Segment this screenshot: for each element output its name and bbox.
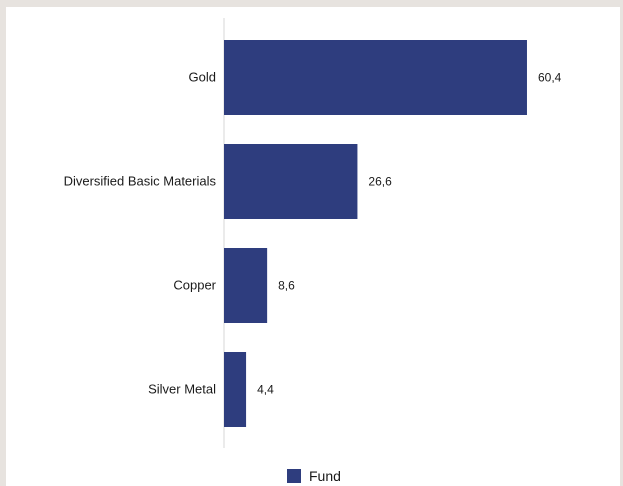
bar-silver-metal — [224, 352, 247, 427]
category-label: Diversified Basic Materials — [64, 174, 217, 189]
legend-swatch-fund — [287, 469, 301, 483]
bar-diversified-basic-materials — [224, 144, 358, 219]
legend: Fund — [287, 468, 341, 484]
bar-copper — [224, 248, 268, 323]
category-label: Gold — [189, 70, 216, 85]
category-label: Copper — [173, 278, 216, 293]
legend-label-fund: Fund — [309, 468, 341, 484]
value-label: 8,6 — [278, 279, 295, 293]
value-label: 26,6 — [368, 175, 392, 189]
value-label: 4,4 — [257, 383, 274, 397]
category-label: Silver Metal — [148, 382, 216, 397]
value-label: 60,4 — [538, 71, 562, 85]
bar-gold — [224, 40, 527, 115]
